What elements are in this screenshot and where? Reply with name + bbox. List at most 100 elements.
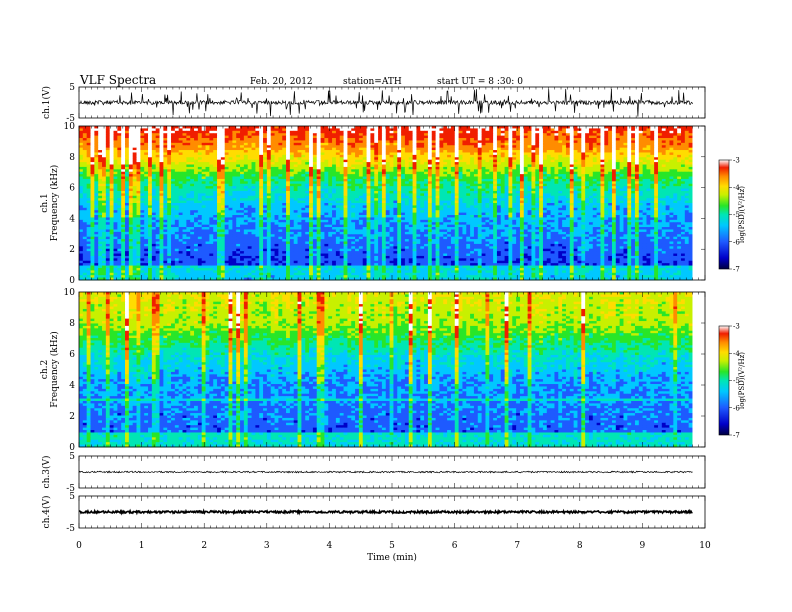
spec1-heat-cell	[535, 188, 540, 192]
spec1-heat-cell	[496, 181, 502, 185]
spec1-heat-cell	[251, 140, 256, 144]
spec1-heat-cell	[688, 171, 693, 175]
spec1-heat-cell	[650, 169, 655, 173]
spec1-heat-cell	[581, 188, 586, 192]
spec1-heat-cell	[558, 178, 563, 182]
spec1-heat-cell	[247, 135, 252, 139]
spec1-heat-cell	[374, 176, 379, 180]
spec1-heat-cell	[347, 142, 352, 146]
spec1-heat-cell	[516, 186, 521, 189]
spec1-heat-cell	[393, 128, 398, 132]
spec1-heat-cell	[539, 138, 544, 141]
ch1-ylabel: ch.1(V)	[41, 86, 52, 119]
spec1-heat-cell	[228, 159, 233, 163]
spec1-heat-cell	[588, 188, 594, 192]
spec1-heat-cell	[565, 159, 571, 163]
spec1-heat-cell	[355, 166, 360, 170]
spec1-heat-cell	[240, 178, 245, 182]
spec1-heat-cell	[588, 135, 594, 139]
spec1-heat-cell	[286, 152, 291, 156]
spec1-heat-cell	[228, 157, 233, 161]
spec1-heat-cell	[251, 178, 256, 182]
spec1-heat-cell	[293, 128, 298, 132]
spec1-heat-cell	[481, 159, 486, 163]
spec1-heat-cell	[163, 159, 168, 163]
spec1-heat-cell	[213, 183, 218, 187]
spec1-heat-cell	[539, 126, 544, 129]
spec1-heat-cell	[366, 145, 371, 149]
spec1-heat-cell	[266, 150, 272, 153]
spec1-heat-cell	[439, 169, 444, 173]
spec1-heat-cell	[148, 135, 153, 139]
spec1-heat-cell	[255, 171, 260, 175]
spec1-heat-cell	[194, 171, 199, 175]
spec1-heat-cell	[657, 174, 663, 177]
spec1-heat-cell	[596, 138, 601, 141]
spec1-heat-cell	[512, 176, 517, 180]
spec1-heat-cell	[523, 147, 528, 151]
spec1-heat-cell	[263, 152, 268, 156]
spec1-heat-cell	[362, 162, 367, 165]
spec1-heat-cell	[447, 171, 452, 175]
spec1-heat-cell	[596, 130, 601, 134]
spec1-heat-cell	[592, 186, 598, 189]
spec1-heat-cell	[443, 186, 448, 189]
spec1-heat-cell	[209, 181, 214, 185]
spec1-heat-cell	[550, 193, 555, 197]
spec1-heat-cell	[266, 164, 272, 168]
spec1-heat-cell	[335, 138, 341, 141]
spec1-heat-cell	[542, 174, 548, 177]
spec1-heat-cell	[454, 183, 459, 187]
spec1-heat-cell	[343, 154, 348, 158]
spec1-heat-cell	[201, 130, 206, 134]
spec1-heat-cell	[443, 169, 448, 173]
spec1-heat-cell	[328, 154, 333, 158]
spec1-heat-cell	[412, 157, 417, 161]
spec1-heat-cell	[217, 186, 222, 189]
spec1-heat-cell	[569, 183, 575, 187]
spec1-heat-cell	[623, 147, 628, 151]
spec1-heat-cell	[508, 157, 513, 161]
spec1-heat-cell	[631, 190, 636, 194]
spec1-heat-cell	[412, 166, 417, 170]
ch1-ytick-label: 5	[69, 83, 75, 93]
spec1-heat-cell	[577, 159, 582, 163]
spec1-heat-cell	[136, 183, 141, 187]
spec1-heat-cell	[684, 126, 690, 129]
spec1-heat-cell	[328, 183, 333, 187]
spec1-heat-cell	[151, 195, 157, 199]
spec1-heat-cell	[470, 128, 475, 132]
spec1-heat-cell	[416, 126, 421, 129]
spec1-heat-cell	[224, 174, 229, 177]
spec1-heat-cell	[174, 147, 180, 151]
spec1-heat-cell	[102, 142, 107, 146]
spec1-heat-cell	[309, 140, 314, 144]
spec1-heat-cell	[182, 169, 187, 173]
spec1-heat-cell	[94, 171, 99, 175]
spec1-heat-cell	[217, 178, 222, 182]
spec1-heat-cell	[255, 176, 260, 180]
spec1-heat-cell	[381, 145, 387, 149]
spec1-heat-cell	[623, 142, 628, 146]
spec1-heat-cell	[577, 171, 582, 175]
spec1-heat-cell	[155, 183, 160, 187]
spec1-heat-cell	[619, 193, 624, 197]
spec1-heat-cell	[148, 140, 153, 144]
spec1-heat-cell	[523, 176, 528, 180]
spec1-heat-cell	[631, 128, 636, 132]
spec1-heat-cell	[504, 164, 509, 168]
spec1-heat-cell	[305, 152, 310, 156]
spec1-heat-cell	[412, 188, 417, 192]
spec1-heat-cell	[125, 159, 130, 163]
spec1-heat-cell	[684, 138, 690, 141]
spec1-heat-cell	[558, 130, 563, 134]
spec1-heat-cell	[684, 157, 690, 161]
spec1-heat-cell	[481, 174, 486, 177]
spec1-heat-cell	[171, 169, 176, 173]
spec1-heat-cell	[220, 183, 226, 187]
spec1-heat-cell	[431, 147, 436, 151]
spec1-heat-cell	[167, 147, 172, 151]
spec1-heat-cell	[228, 164, 233, 168]
spec1-heat-cell	[596, 128, 601, 132]
spec1-heat-cell	[677, 193, 682, 197]
